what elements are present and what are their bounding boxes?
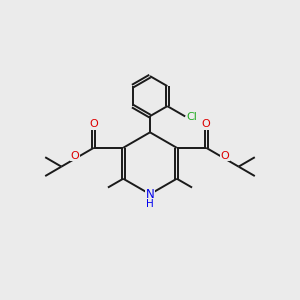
Text: O: O (71, 151, 80, 161)
Text: N: N (146, 188, 154, 201)
Text: Cl: Cl (187, 112, 197, 122)
Text: O: O (202, 119, 211, 129)
Text: H: H (146, 199, 154, 208)
Text: O: O (220, 151, 229, 161)
Text: O: O (89, 119, 98, 129)
